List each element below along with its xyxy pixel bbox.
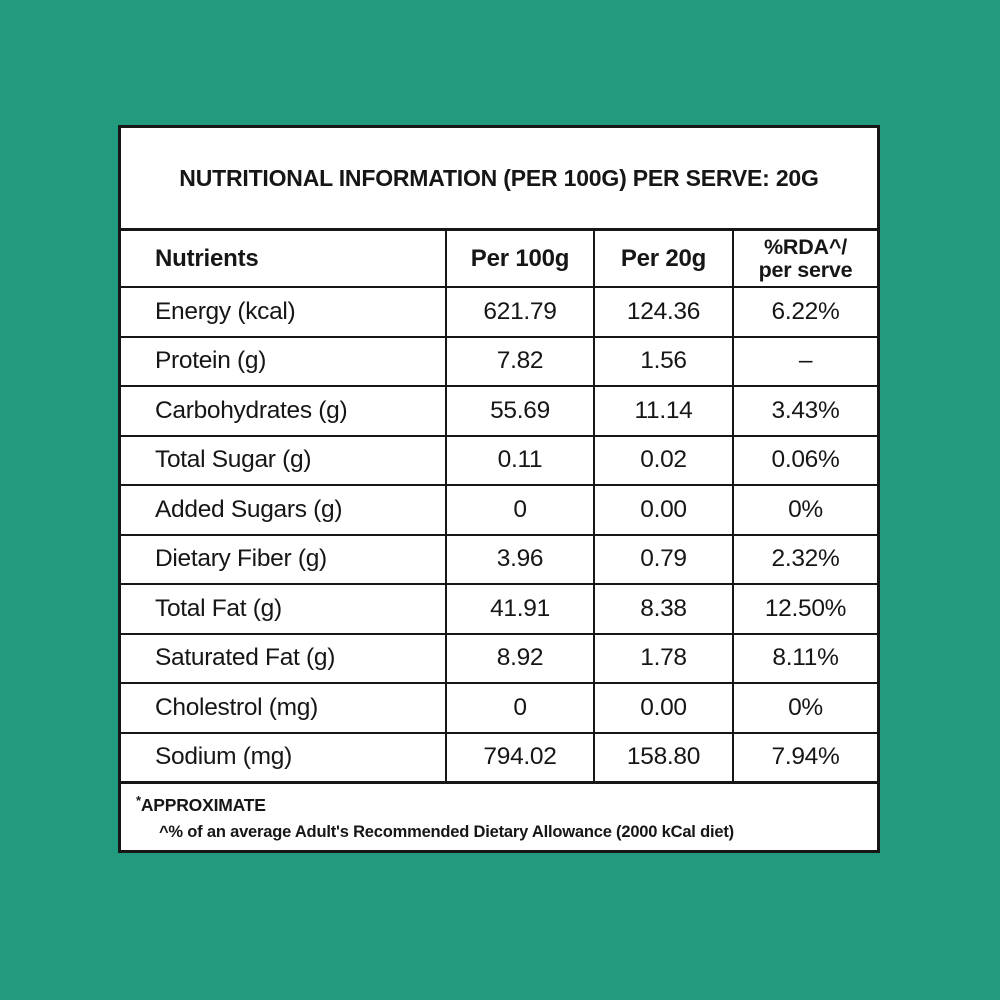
header-cell-rda-per-serve: %RDA^/ per serve <box>732 231 877 286</box>
per-100g-value: 55.69 <box>445 387 593 435</box>
header-cell-per-20g: Per 20g <box>593 231 732 286</box>
header-cell-per-100g: Per 100g <box>445 231 593 286</box>
per-100g-value: 7.82 <box>445 337 593 385</box>
nutrient-name: Dietary Fiber (g) <box>155 545 327 573</box>
page-title: NUTRITIONAL INFORMATION (PER 100G) PER S… <box>179 164 819 191</box>
table-header-row: Nutrients Per 100g Per 20g %RDA^/ per se… <box>121 231 877 286</box>
rda-value: 8.11% <box>732 634 877 682</box>
per-100g-value: 3.96 <box>445 535 593 583</box>
asterisk-marker: * <box>136 793 141 808</box>
per-100g-value: 8.92 <box>445 634 593 682</box>
rda-value: 0% <box>732 486 877 534</box>
per-20g-value: 0.02 <box>593 436 732 484</box>
nutrient-name: Carbohydrates (g) <box>155 396 348 424</box>
nutrient-name: Total Sugar (g) <box>155 446 312 474</box>
nutrient-name: Sodium (mg) <box>155 743 292 771</box>
title-section: NUTRITIONAL INFORMATION (PER 100G) PER S… <box>121 128 877 231</box>
per-20g-value: 1.56 <box>593 337 732 385</box>
footnote-rda: ^% of an average Adult's Recommended Die… <box>159 823 734 841</box>
per-100g-value: 0.11 <box>445 436 593 484</box>
rda-header-line-1: %RDA^/ <box>763 234 848 259</box>
per-20g-value: 0.00 <box>593 486 732 534</box>
rda-value: 0% <box>732 684 877 732</box>
table-row-total-fat: Total Fat (g) 41.91 8.38 12.50% <box>121 583 877 633</box>
rda-value: – <box>732 337 877 385</box>
rda-value: 2.32% <box>732 535 877 583</box>
footnote-section: *APPROXIMATE ^% of an average Adult's Re… <box>121 781 877 850</box>
rda-value: 0.06% <box>732 436 877 484</box>
table-row-added-sugars: Added Sugars (g) 0 0.00 0% <box>121 484 877 534</box>
table-row-sodium: Sodium (mg) 794.02 158.80 7.94% <box>121 731 877 781</box>
per-100g-value: 0 <box>445 684 593 732</box>
table-row-carbohydrates: Carbohydrates (g) 55.69 11.14 3.43% <box>121 385 877 435</box>
table-row-protein: Protein (g) 7.82 1.56 – <box>121 335 877 385</box>
table-row-saturated-fat: Saturated Fat (g) 8.92 1.78 8.11% <box>121 632 877 682</box>
per-100g-value: 0 <box>445 486 593 534</box>
per-100g-value: 621.79 <box>445 288 593 336</box>
per-20g-value: 0.00 <box>593 684 732 732</box>
nutrition-facts-card: NUTRITIONAL INFORMATION (PER 100G) PER S… <box>118 125 880 853</box>
per-20g-value: 0.79 <box>593 535 732 583</box>
rda-value: 6.22% <box>732 288 877 336</box>
nutrient-name: Protein (g) <box>155 347 267 375</box>
rda-value: 12.50% <box>732 585 877 633</box>
per-20g-value: 158.80 <box>593 733 732 781</box>
rda-value: 3.43% <box>732 387 877 435</box>
per-20g-value: 11.14 <box>593 387 732 435</box>
table-row-total-sugar: Total Sugar (g) 0.11 0.02 0.06% <box>121 434 877 484</box>
footnote-approximate-label: APPROXIMATE <box>140 795 266 815</box>
table-row-cholestrol: Cholestrol (mg) 0 0.00 0% <box>121 682 877 732</box>
per-20g-value: 124.36 <box>593 288 732 336</box>
rda-header-line-2: per serve <box>758 257 853 282</box>
footnote-approximate: *APPROXIMATE <box>136 793 863 816</box>
nutrient-name: Energy (kcal) <box>155 297 296 325</box>
per-100g-value: 41.91 <box>445 585 593 633</box>
table-row-energy: Energy (kcal) 621.79 124.36 6.22% <box>121 286 877 336</box>
nutrient-name: Cholestrol (mg) <box>155 693 318 721</box>
rda-value: 7.94% <box>732 733 877 781</box>
nutrient-name: Added Sugars (g) <box>155 495 343 523</box>
per-100g-value: 794.02 <box>445 733 593 781</box>
nutrient-name: Saturated Fat (g) <box>155 644 336 672</box>
per-20g-value: 1.78 <box>593 634 732 682</box>
table-row-dietary-fiber: Dietary Fiber (g) 3.96 0.79 2.32% <box>121 533 877 583</box>
per-20g-value: 8.38 <box>593 585 732 633</box>
nutrient-name: Total Fat (g) <box>155 594 282 622</box>
header-cell-nutrients: Nutrients <box>155 244 259 272</box>
